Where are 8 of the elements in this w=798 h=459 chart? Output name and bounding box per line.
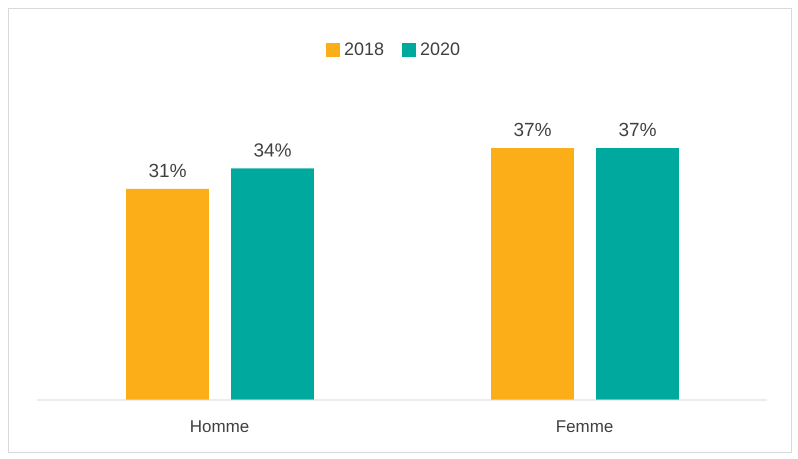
data-label: 37% [513, 120, 552, 141]
x-tick-label: Homme [190, 417, 250, 436]
data-label: 34% [253, 140, 292, 162]
legend-label: 2018 [344, 39, 384, 59]
x-tick-label: Femme [556, 417, 614, 436]
legend-label: 2020 [420, 39, 460, 59]
data-label: 37% [618, 120, 657, 141]
data-label: 31% [148, 160, 187, 182]
